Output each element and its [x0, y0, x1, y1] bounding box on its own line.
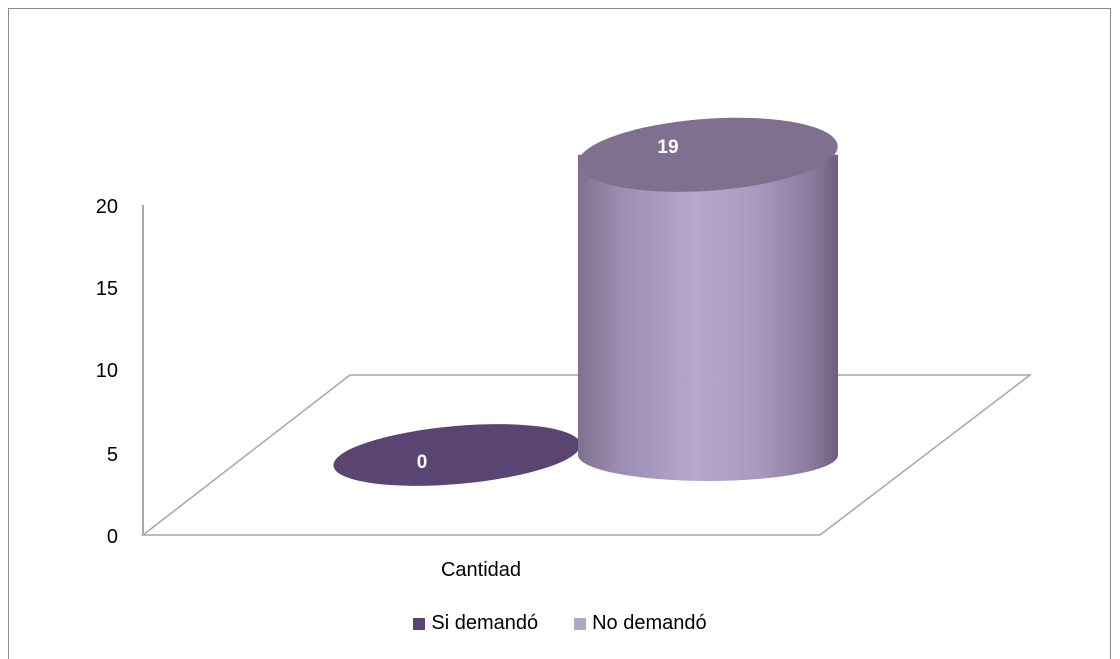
bar-si-demando	[333, 424, 581, 486]
legend-label: Si demandó	[431, 612, 539, 634]
legend: Si demandó No demandó	[0, 612, 1120, 635]
y-tick-label: 0	[107, 526, 118, 548]
chart-floor	[140, 374, 1033, 536]
legend-label: No demandó	[592, 612, 707, 634]
x-category-label: Cantidad	[441, 559, 521, 581]
y-tick-label: 5	[107, 444, 118, 466]
y-tick-label: 10	[96, 360, 118, 382]
legend-swatch-si-demando	[413, 617, 426, 630]
data-label-si-demando: 0	[417, 452, 428, 473]
y-tick-label: 15	[96, 278, 118, 300]
y-tick-label: 20	[96, 196, 118, 218]
bar-no-demando	[578, 117, 838, 482]
chart-frame	[8, 8, 1111, 659]
legend-item-si-demando: Si demandó	[413, 612, 538, 635]
legend-item-no-demando: No demandó	[574, 612, 707, 635]
data-label-no-demando: 19	[657, 137, 678, 158]
legend-swatch-no-demando	[574, 617, 587, 630]
